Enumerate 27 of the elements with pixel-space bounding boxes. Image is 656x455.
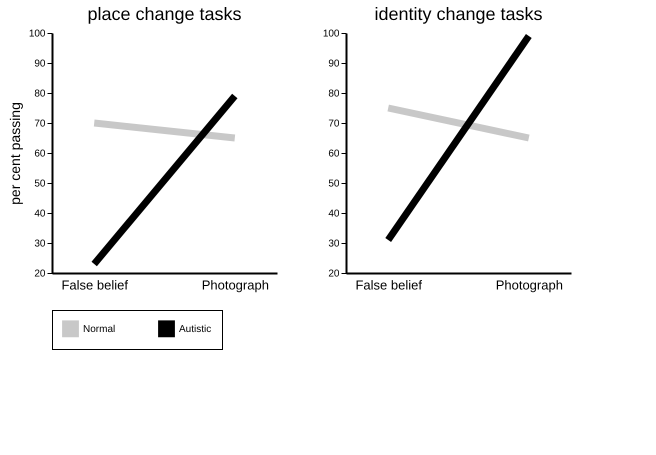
- y-tick-label: 90: [328, 58, 340, 70]
- y-tick-label: 60: [34, 148, 46, 160]
- y-tick-label: 80: [34, 88, 46, 100]
- y-tick-label: 100: [28, 28, 46, 40]
- y-axis-title: per cent passing: [6, 102, 23, 205]
- x-tick-label: False belief: [61, 278, 128, 292]
- y-tick-label: 30: [34, 238, 46, 250]
- y-tick-label: 50: [328, 178, 340, 190]
- chart-title: identity change tasks: [374, 4, 543, 24]
- y-tick-label: 50: [34, 178, 46, 190]
- y-tick-label: 70: [328, 118, 340, 130]
- y-tick-label: 40: [34, 208, 46, 220]
- x-tick-label: Photograph: [496, 278, 563, 292]
- x-tick-label: False belief: [355, 278, 422, 292]
- y-tick-label: 20: [328, 268, 340, 280]
- y-tick-label: 90: [34, 58, 46, 70]
- legend-label: Normal: [83, 324, 116, 335]
- y-tick-label: 80: [328, 88, 340, 100]
- chart-title: place change tasks: [87, 4, 242, 24]
- y-tick-label: 60: [328, 148, 340, 160]
- y-tick-label: 40: [328, 208, 340, 220]
- legend-label: Autistic: [179, 324, 212, 335]
- y-tick-label: 100: [322, 28, 340, 40]
- x-tick-label: Photograph: [202, 278, 269, 292]
- y-tick-label: 70: [34, 118, 46, 130]
- y-tick-label: 20: [34, 268, 46, 280]
- y-tick-label: 30: [328, 238, 340, 250]
